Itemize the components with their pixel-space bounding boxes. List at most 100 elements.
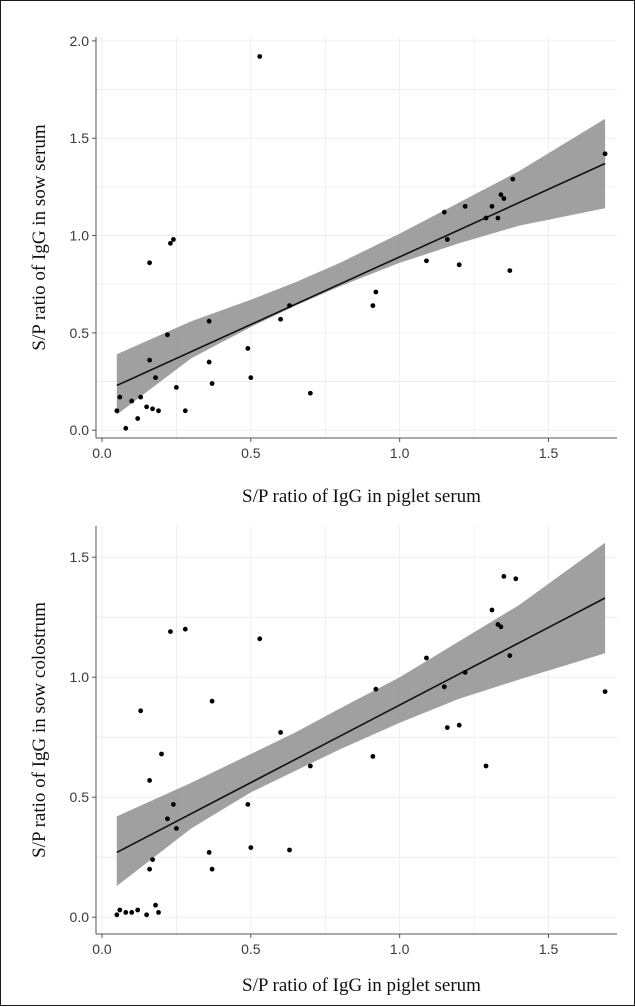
chart-1-point-22 [248,375,254,381]
chart-1-point-35 [489,203,495,209]
chart-1-point-10 [150,406,155,412]
chart-1-y-tick-label: 1.5 [70,130,90,146]
chart-2-point-29 [373,686,379,692]
chart-2-x-axis-label: S/P ratio of IgG in piglet serum [242,975,481,996]
chart-1-point-1 [114,408,120,414]
chart-2-point-8 [147,866,152,872]
chart-2-point-13 [159,751,164,757]
chart-1-point-41 [602,151,608,157]
chart-1-point-12 [156,408,161,414]
chart-1-x-tick-label: 1.5 [539,445,559,461]
chart-2-point-1 [114,912,120,918]
chart-2: 0.0 0.5 1.0 1.5 0.0 0.5 1.0 1.5 S/P ratio of IgG… [29,526,617,996]
chart-1-point-21 [245,346,251,351]
chart-2-point-4 [129,910,135,915]
chart-2-point-18 [182,626,188,632]
chart-2-x-tick-label: 1.5 [539,941,559,957]
chart-2-point-19 [206,850,212,855]
chart-1-point-14 [168,240,173,246]
chart-1-point-8 [147,260,152,266]
chart-1-y-tick-label: 0.5 [70,325,90,341]
chart-1-y-tick-label: 0.0 [70,422,90,438]
chart-1-point-9 [147,357,152,363]
chart-2-x-tick-label: 1.0 [390,941,410,957]
chart-1-point-23 [257,54,263,59]
chart-1-point-24 [278,316,283,322]
chart-2-point-17 [173,826,179,831]
chart-2-point-5 [135,907,141,913]
chart-2-point-41 [513,576,519,582]
chart-2-point-7 [144,912,150,918]
chart-2-x-tick-label: 0.0 [92,941,112,957]
chart-1-point-37 [498,192,504,198]
chart-2-point-42 [602,689,608,694]
chart-1-point-19 [206,359,212,365]
chart-1-point-16 [173,384,179,390]
chart-1-point-38 [501,196,507,201]
chart-1-point-27 [370,303,376,309]
chart-1-regression-line [116,162,606,387]
chart-1-point-26 [307,390,313,396]
chart-1-point-13 [165,332,170,338]
chart-2-x-tick-label: 0.5 [241,941,261,957]
chart-1-point-2 [117,394,123,400]
chart-1-point-7 [144,404,150,410]
chart-1-point-6 [138,394,144,400]
chart-1-confidence-band [116,118,606,415]
chart-2-point-21 [209,866,215,872]
chart-2-y-tick-label: 1.5 [70,549,90,565]
chart-2-point-31 [441,684,447,690]
chart-1-x-tick-label: 0.5 [241,445,261,461]
chart-2-point-3 [123,910,129,915]
chart-2-point-22 [245,802,251,807]
chart-1-point-4 [129,398,135,404]
chart-2-point-11 [153,902,158,908]
chart-2-point-27 [307,763,313,769]
chart-1-point-29 [424,258,429,264]
chart-2-point-39 [501,574,507,579]
chart-2-point-2 [117,907,123,913]
chart-2-y-axis-label: S/P ratio of IgG in sow colostrum [29,602,50,858]
chart-2-point-28 [370,754,376,759]
chart-1-point-18 [206,318,212,324]
chart-2-point-35 [483,763,489,769]
chart-2-point-36 [489,607,495,613]
chart-1: 0.0 0.5 1.0 1.5 0.0 0.5 1.0 1.5 2.0 S/P ratio of … [29,33,617,507]
chart-2-point-9 [147,778,152,783]
chart-2-point-32 [444,725,450,730]
chart-2-point-16 [171,802,176,807]
chart-2-point-26 [287,847,292,853]
chart-2-point-12 [156,910,161,915]
chart-2-point-34 [462,670,468,675]
chart-1-x-axis-label: S/P ratio of IgG in piglet serum [242,486,481,507]
chart-2-point-14 [165,816,170,822]
chart-2-confidence-band [116,542,606,886]
chart-2-y-tick-label: 0.0 [70,909,90,925]
chart-1-x-tick-label: 0.0 [92,445,112,461]
chart-1-point-3 [123,425,129,431]
chart-1-y-tick-label: 2.0 [70,33,90,49]
chart-2-point-6 [138,708,144,714]
chart-1-point-30 [441,209,447,215]
chart-2-point-20 [209,698,215,704]
chart-1-point-17 [182,408,188,414]
chart-2-point-30 [424,655,429,661]
chart-2-point-33 [456,722,462,728]
chart-2-point-38 [498,624,504,630]
chart-1-point-34 [483,215,489,221]
chart-1-point-33 [462,203,468,209]
chart-1-point-15 [171,237,176,242]
chart-2-point-24 [257,636,263,642]
chart-1-point-40 [510,176,516,182]
chart-1-point-5 [135,416,141,421]
chart-2-point-15 [168,629,173,634]
chart-2-y-tick-label: 1.0 [70,669,90,685]
chart-1-y-tick-label: 1.0 [70,228,90,244]
chart-1-point-20 [209,381,215,386]
chart-2-y-tick-label: 0.5 [70,789,90,805]
chart-1-x-tick-label: 1.0 [390,445,410,461]
chart-2-point-10 [150,857,155,862]
chart-1-point-32 [456,262,462,268]
